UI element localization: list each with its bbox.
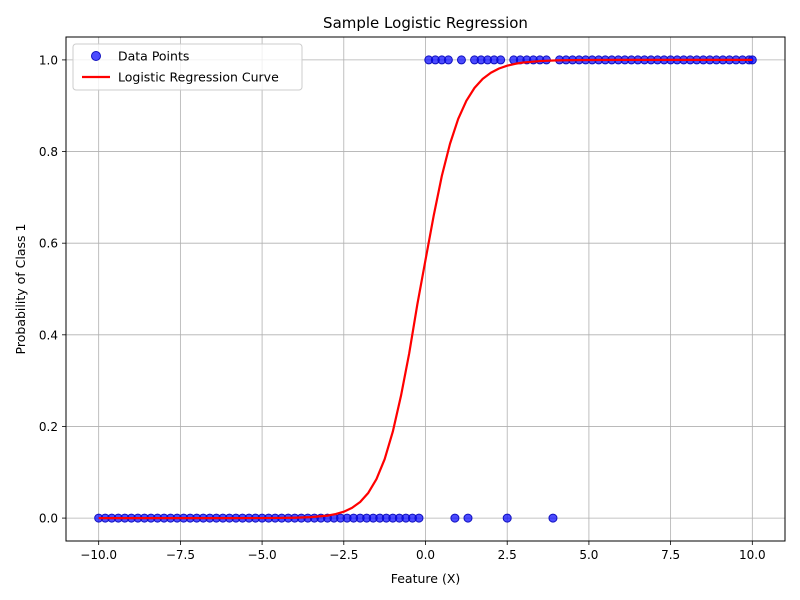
x-tick-label: 7.5	[661, 548, 680, 562]
axis-ticks: −10.0 −7.5 −5.0 −2.5 0.0 2.5 5.0 7.5 10.0 0.0 0.2 0…	[39, 53, 766, 562]
x-axis-label: Feature (X)	[391, 571, 461, 586]
plot-series	[94, 55, 757, 523]
legend-label-data-points: Data Points	[118, 49, 189, 64]
y-tick-label: 0.8	[39, 145, 58, 159]
data-point	[463, 513, 473, 523]
x-tick-label: −2.5	[329, 548, 358, 562]
data-point	[548, 513, 558, 523]
y-tick-label: 1.0	[39, 53, 58, 67]
x-tick-label: 0.0	[416, 548, 435, 562]
chart-title: Sample Logistic Regression	[323, 14, 528, 32]
data-point	[414, 513, 424, 523]
x-tick-label: −7.5	[166, 548, 195, 562]
x-tick-label: 2.5	[498, 548, 517, 562]
data-point	[502, 513, 512, 523]
data-point	[456, 55, 466, 65]
data-point	[443, 55, 453, 65]
legend-scatter-marker	[91, 51, 101, 61]
legend-label-logistic-curve: Logistic Regression Curve	[118, 70, 279, 85]
legend: Data Points Logistic Regression Curve	[72, 43, 303, 91]
x-tick-label: −10.0	[80, 548, 117, 562]
data-point	[496, 55, 506, 65]
y-axis-label: Probability of Class 1	[13, 224, 28, 355]
x-tick-label: 10.0	[739, 548, 766, 562]
x-tick-label: −5.0	[248, 548, 277, 562]
data-point	[450, 513, 460, 523]
x-tick-label: 5.0	[579, 548, 598, 562]
legend-box	[72, 43, 303, 91]
y-tick-label: 0.2	[39, 420, 58, 434]
y-tick-label: 0.4	[39, 328, 58, 342]
logistic-curve-line	[98, 58, 753, 520]
y-tick-label: 0.0	[39, 512, 58, 526]
y-tick-label: 0.6	[39, 237, 58, 251]
